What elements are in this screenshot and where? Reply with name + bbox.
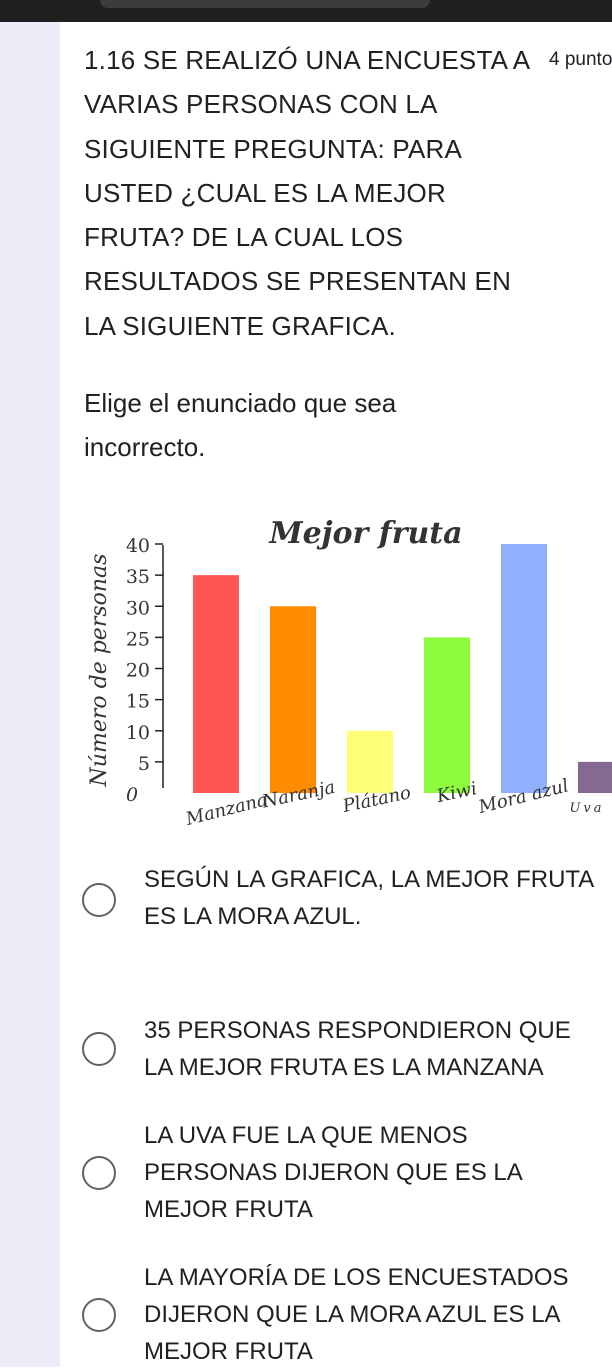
question-title: 1.16 SE REALIZÓ UNA ENCUESTA A VARIAS PE… — [84, 45, 529, 341]
option-2-label: 35 PERSONAS RESPONDIERON QUE LA MEJOR FR… — [144, 1017, 571, 1081]
option-1-radio[interactable] — [82, 883, 116, 917]
y-tick-label: 30 — [126, 597, 150, 619]
bar-kiwi — [424, 637, 470, 793]
bar-uva — [578, 761, 612, 793]
x-tick-label: Uva — [569, 801, 604, 816]
y-tick-label: 25 — [126, 628, 150, 650]
y-tick-label: 5 — [138, 753, 150, 775]
bar-manzana — [193, 575, 239, 793]
option-3-label: LA UVA FUE LA QUE MENOS PERSONAS DIJERON… — [144, 1122, 523, 1223]
points-label: 4 puntos — [549, 49, 612, 70]
x-tick-label: Manzana — [183, 789, 270, 830]
top-bar-pill — [100, 0, 430, 8]
bar-mora-azul — [501, 544, 547, 793]
y-tick-label: 40 — [126, 535, 150, 557]
left-rail — [0, 22, 60, 1367]
y-tick-label: 10 — [126, 722, 150, 744]
option-4-label: LA MAYORÍA DE LOS ENCUESTADOS DIJERON QU… — [144, 1264, 569, 1365]
option-1-label: SEGÚN LA GRAFICA, LA MEJOR FRUTA ES LA M… — [144, 866, 595, 930]
option-2-radio[interactable] — [82, 1032, 116, 1066]
question-instruction: Elige el enunciado que sea incorrecto. — [84, 388, 397, 462]
option-4[interactable]: LA MAYORÍA DE LOS ENCUESTADOS DIJERON QU… — [60, 1259, 612, 1367]
bar-chart: Mejor fruta Número de personas 05 10 15 20 2… — [87, 516, 612, 830]
y-tick-label: 0 — [126, 784, 138, 806]
y-axis-label: Número de personas — [87, 554, 112, 788]
option-3-radio[interactable] — [82, 1156, 116, 1190]
bar-naranja — [270, 606, 316, 793]
option-1[interactable]: SEGÚN LA GRAFICA, LA MEJOR FRUTA ES LA M… — [60, 862, 612, 962]
chart-title: Mejor fruta — [268, 516, 462, 551]
y-tick-label: 20 — [126, 660, 150, 682]
option-3[interactable]: LA UVA FUE LA QUE MENOS PERSONAS DIJERON… — [60, 1117, 612, 1237]
y-tick-label: 15 — [126, 691, 150, 713]
top-bar — [0, 0, 612, 22]
option-4-radio[interactable] — [82, 1298, 116, 1332]
option-2[interactable]: 35 PERSONAS RESPONDIERON QUE LA MEJOR FR… — [60, 1012, 612, 1112]
y-tick-label: 35 — [126, 566, 150, 588]
bar-plátano — [347, 730, 393, 793]
